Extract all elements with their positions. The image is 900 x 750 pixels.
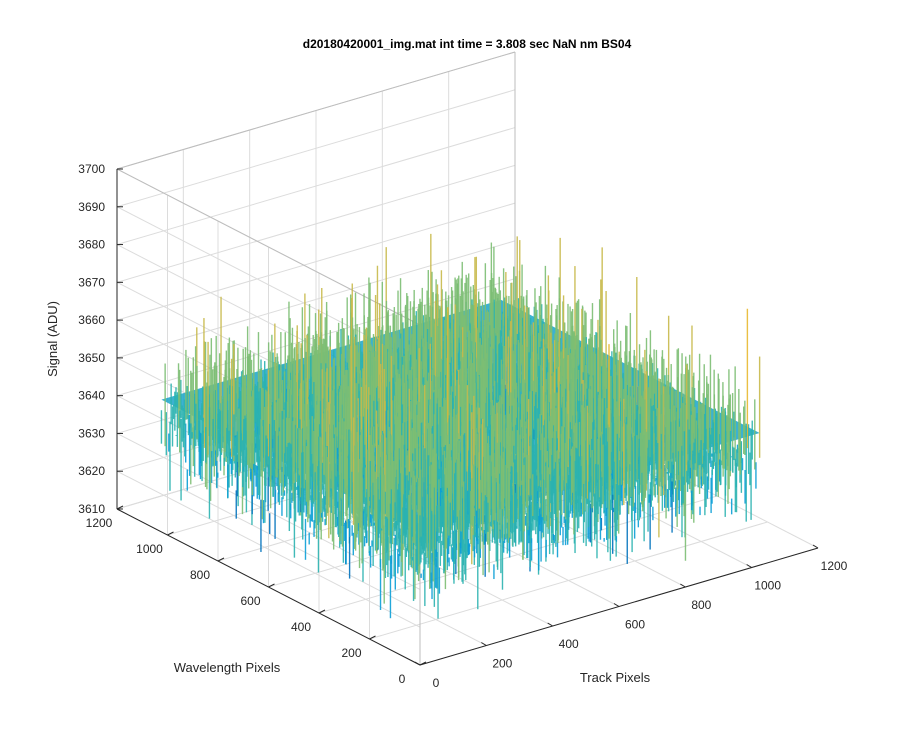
surface bbox=[160, 233, 761, 619]
grid-line bbox=[116, 89, 516, 208]
grid-line bbox=[116, 164, 516, 283]
grid-line bbox=[116, 470, 421, 628]
box-edge bbox=[116, 51, 516, 170]
grid-line bbox=[116, 127, 516, 246]
grid-line bbox=[369, 521, 768, 640]
grid-line bbox=[116, 432, 421, 590]
grid-line bbox=[116, 202, 516, 321]
grid-line bbox=[116, 240, 516, 359]
